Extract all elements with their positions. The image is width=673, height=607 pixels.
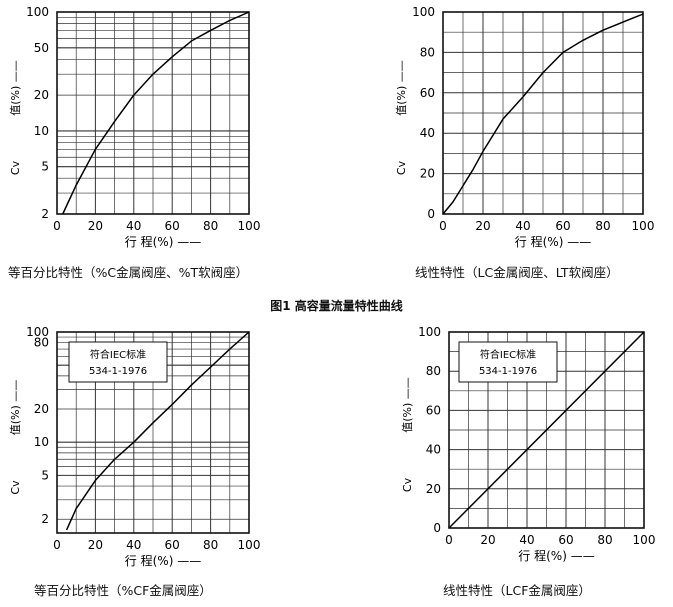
y-tick-label: 2 bbox=[41, 512, 49, 526]
y-tick-label: 80 bbox=[420, 45, 435, 59]
x-tick-label: 60 bbox=[558, 533, 573, 547]
x-tick-label: 0 bbox=[445, 533, 453, 547]
x-tick-label: 60 bbox=[165, 219, 180, 233]
y-tick-label: 80 bbox=[34, 336, 49, 350]
annotation-box bbox=[68, 341, 168, 383]
y-axis-label-cv: Cv bbox=[9, 480, 22, 495]
chart-1: 0 20 40 60 80 100 2 5 10 20 50 100 行 程(%) —— 值(%) —— C… bbox=[9, 5, 260, 249]
x-tick-label: 100 bbox=[238, 538, 261, 552]
y-tick-label: 20 bbox=[420, 167, 435, 181]
chart-1-title: 等百分比特性（%C金属阀座、%T软阀座） bbox=[8, 265, 249, 280]
y-axis-label-value: 值(%) —— bbox=[395, 60, 408, 116]
y-tick-label: 20 bbox=[34, 88, 49, 102]
y-tick-label: 50 bbox=[34, 41, 49, 55]
x-axis-label: 行 程(%) —— bbox=[518, 548, 594, 563]
y-tick-label: 20 bbox=[34, 402, 49, 416]
chart-4-frame bbox=[448, 331, 645, 529]
y-axis-label-cv: Cv bbox=[9, 160, 22, 175]
y-tick-label: 2 bbox=[41, 207, 49, 221]
y-axis-label-value: 值(%) —— bbox=[9, 380, 22, 436]
x-tick-label: 80 bbox=[203, 538, 218, 552]
annotation-text: 符合IEC标准 bbox=[90, 348, 146, 361]
x-tick-label: 100 bbox=[238, 219, 261, 233]
x-tick-label: 100 bbox=[633, 533, 656, 547]
chart-1-frame bbox=[56, 11, 250, 215]
x-tick-label: 40 bbox=[515, 219, 530, 233]
x-tick-label: 40 bbox=[519, 533, 534, 547]
chart-3-frame bbox=[56, 331, 250, 534]
y-tick-label: 100 bbox=[412, 5, 435, 19]
x-axis-label: 行 程(%) —— bbox=[515, 234, 591, 249]
y-tick-label: 0 bbox=[433, 521, 441, 535]
x-tick-label: 0 bbox=[439, 219, 447, 233]
annotation-box bbox=[458, 341, 558, 383]
annotation-text: 534-1-1976 bbox=[479, 366, 537, 377]
y-tick-label: 60 bbox=[420, 86, 435, 100]
y-tick-label: 5 bbox=[41, 160, 49, 174]
x-tick-label: 20 bbox=[88, 538, 103, 552]
x-tick-label: 20 bbox=[88, 219, 103, 233]
series-line bbox=[442, 13, 644, 215]
chart-2-frame bbox=[442, 11, 644, 215]
x-tick-label: 40 bbox=[126, 538, 141, 552]
y-axis-label-value: 值(%) —— bbox=[401, 377, 414, 433]
y-tick-label: 10 bbox=[34, 124, 49, 138]
y-tick-label: 100 bbox=[26, 5, 49, 19]
x-tick-label: 60 bbox=[165, 538, 180, 552]
y-tick-label: 100 bbox=[26, 325, 49, 339]
x-tick-label: 60 bbox=[555, 219, 570, 233]
y-tick-label: 10 bbox=[34, 435, 49, 449]
annotation-text: 符合IEC标准 bbox=[480, 348, 536, 361]
series-line bbox=[62, 11, 250, 215]
annotation-text: 534-1-1976 bbox=[89, 366, 147, 377]
y-tick-label: 0 bbox=[427, 207, 435, 221]
chart-4: 0 20 40 60 80 100 0 20 40 60 80 100 行 程(%) —— 值(%) ——… bbox=[401, 325, 655, 563]
chart-3-title: 等百分比特性（%CF金属阀座） bbox=[34, 583, 212, 598]
x-tick-label: 20 bbox=[475, 219, 490, 233]
y-tick-label: 80 bbox=[426, 364, 441, 378]
x-tick-label: 0 bbox=[53, 538, 61, 552]
chart-1-grid bbox=[56, 11, 250, 215]
y-axis-label-cv: Cv bbox=[401, 477, 414, 492]
y-tick-label: 60 bbox=[426, 403, 441, 417]
x-tick-label: 0 bbox=[53, 219, 61, 233]
chart-4-title: 线性特性（LCF金属阀座） bbox=[443, 583, 591, 598]
x-tick-label: 100 bbox=[632, 219, 655, 233]
x-axis-label: 行 程(%) —— bbox=[125, 234, 201, 249]
chart-2-grid bbox=[442, 11, 644, 215]
chart-2: 0 20 40 60 80 100 0 20 40 60 80 100 行 程(%) —— 值(%) ——… bbox=[395, 5, 654, 249]
x-tick-label: 80 bbox=[203, 219, 218, 233]
y-tick-label: 5 bbox=[41, 468, 49, 482]
series-line bbox=[65, 331, 250, 531]
x-tick-label: 40 bbox=[126, 219, 141, 233]
figure-caption: 图1 高容量流量特性曲线 bbox=[270, 299, 403, 313]
x-tick-label: 80 bbox=[597, 533, 612, 547]
y-tick-label: 20 bbox=[426, 482, 441, 496]
x-tick-label: 20 bbox=[480, 533, 495, 547]
series-line bbox=[448, 331, 645, 529]
x-tick-label: 80 bbox=[595, 219, 610, 233]
y-axis-label-cv: Cv bbox=[395, 160, 408, 175]
y-tick-label: 40 bbox=[420, 126, 435, 140]
y-tick-label: 40 bbox=[426, 443, 441, 457]
y-axis-label-value: 值(%) —— bbox=[9, 60, 22, 116]
chart-2-title: 线性特性（LC金属阀座、LT软阀座） bbox=[415, 265, 619, 280]
y-tick-label: 100 bbox=[418, 325, 441, 339]
x-axis-label: 行 程(%) —— bbox=[125, 553, 201, 568]
